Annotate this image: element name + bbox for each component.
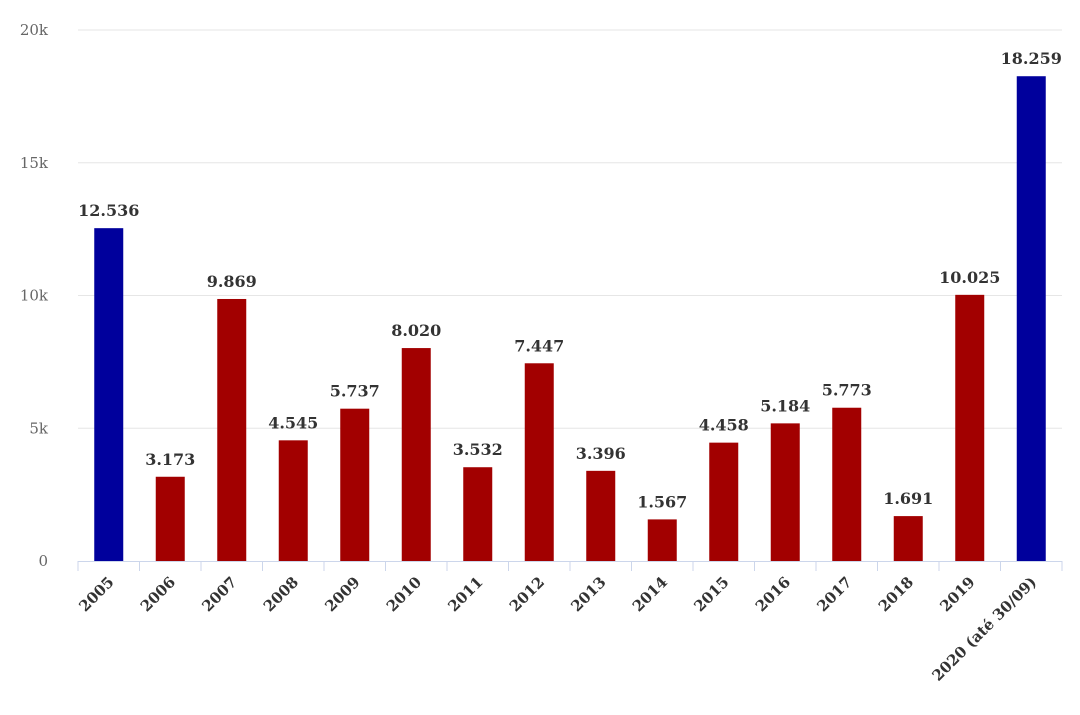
- bar: [155, 476, 185, 561]
- data-label: 5.737: [330, 382, 380, 401]
- bar: [217, 298, 247, 561]
- data-label: 4.545: [268, 413, 318, 432]
- data-label: 3.532: [453, 440, 503, 459]
- y-tick-label: 10k: [20, 287, 49, 305]
- data-label: 4.458: [699, 416, 749, 435]
- bar: [340, 408, 370, 561]
- x-tick-label: 2019: [936, 573, 978, 615]
- bar: [1016, 76, 1046, 562]
- x-axis: 2005 2006 2007 2008 2009 2010 2011 2012 2013 2014…: [75, 561, 1063, 685]
- x-tick-label: 2007: [198, 573, 240, 615]
- x-tick-label: 2010: [383, 573, 425, 615]
- x-tick-label: 2018: [875, 573, 917, 615]
- bar: [278, 440, 308, 561]
- bar: [94, 228, 124, 562]
- x-tick-label: 2014: [629, 573, 671, 615]
- y-tick-label: 15k: [20, 154, 49, 172]
- x-tick-label: 2011: [444, 573, 486, 615]
- y-tick-label: 0: [38, 552, 48, 570]
- data-label: 5.184: [760, 396, 810, 415]
- x-tick-label: 2015: [690, 573, 732, 615]
- x-tick-label: 2008: [260, 573, 302, 615]
- x-tick-label: 2020 (até 30/09): [928, 573, 1040, 685]
- bar: [647, 519, 677, 561]
- grid-lines: [78, 29, 1062, 429]
- x-tick-label: 2009: [321, 573, 363, 615]
- bar: [832, 407, 862, 561]
- x-tick-label: 2006: [137, 573, 179, 615]
- data-label: 7.447: [514, 336, 564, 355]
- data-label: 1.691: [883, 489, 933, 508]
- bar: [463, 467, 493, 561]
- bars: [94, 76, 1046, 562]
- data-label: 10.025: [939, 268, 1000, 287]
- data-label: 18.259: [1001, 49, 1062, 68]
- bar: [586, 470, 616, 561]
- x-tick-label: 2016: [752, 573, 794, 615]
- data-label: 1.567: [637, 492, 687, 511]
- data-label: 12.536: [78, 201, 139, 220]
- bar: [955, 294, 985, 561]
- bar: [401, 348, 431, 561]
- x-tick-label: 2017: [813, 573, 855, 615]
- data-label: 3.396: [576, 444, 626, 463]
- bar: [709, 442, 739, 561]
- data-label: 3.173: [145, 450, 195, 469]
- bar: [524, 363, 554, 561]
- bar: [893, 516, 923, 561]
- y-axis: 0 5k 10k 15k 20k: [20, 21, 49, 570]
- data-labels: 12.536 3.173 9.869 4.545 5.737 8.020 3.532 7.44…: [78, 49, 1062, 511]
- data-label: 5.773: [822, 381, 872, 400]
- y-tick-label: 20k: [20, 21, 49, 39]
- data-label: 8.020: [391, 321, 441, 340]
- bar: [770, 423, 800, 561]
- x-tick-label: 2012: [506, 573, 548, 615]
- y-tick-label: 5k: [29, 419, 49, 437]
- data-label: 9.869: [207, 272, 257, 291]
- x-tick-label: 2005: [75, 573, 117, 615]
- x-tick-label: 2013: [567, 573, 609, 615]
